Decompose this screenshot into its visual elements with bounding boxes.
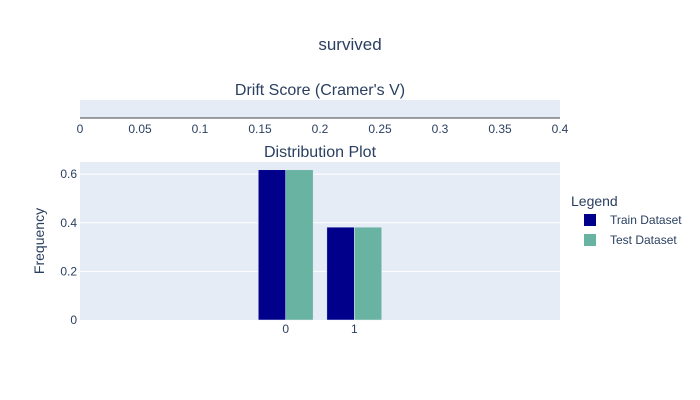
drift-tick-label: 0.25 [368,122,392,136]
bar-test-dataset-0 [285,169,314,321]
legend-item-label[interactable]: Test Dataset [610,233,677,247]
y-tick-label: 0.2 [60,264,77,278]
gridlines [80,173,560,272]
y-tick-labels: 0 0.2 0.4 0.6 [60,167,77,327]
legend-swatch [584,234,596,246]
drift-tick-label: 0.35 [488,122,512,136]
drift-tick-label: 0.3 [432,122,449,136]
bar-test-dataset-1 [354,226,382,321]
drift-plot-area [80,100,560,118]
bar-train-dataset-0 [258,169,286,321]
legend-title: Legend [571,193,618,209]
drift-score-panel: Drift Score (Cramer's V) 0 0.05 0.1 0.15 0.2… [77,82,569,136]
legend-item-label[interactable]: Train Dataset [610,213,682,227]
drift-tick-labels: 0 0.05 0.1 0.15 0.2 0.25 0.3 0.35 0.4 [77,122,569,136]
drift-tick-label: 0.15 [248,122,272,136]
bars [258,169,382,321]
y-tick-label: 0.4 [60,216,77,230]
y-axis-label: Frequency [31,208,47,274]
bar-train-dataset-1 [326,226,355,321]
drift-subtitle: Drift Score (Cramer's V) [235,82,405,99]
distribution-subtitle: Distribution Plot [264,144,377,161]
drift-tick-label: 0.4 [552,122,569,136]
legend: Legend Train Dataset Test Dataset [571,193,682,247]
y-tick-label: 0.6 [60,167,77,181]
distribution-plot-area [80,162,560,320]
x-tick-label: 0 [282,322,289,336]
y-tick-label: 0 [70,313,77,327]
legend-swatch [584,214,596,226]
drift-tick-label: 0 [77,122,84,136]
drift-tick-label: 0.05 [128,122,152,136]
drift-tick-label: 0.1 [192,122,209,136]
drift-tick-label: 0.2 [312,122,329,136]
x-tick-label: 1 [351,322,358,336]
figure-title: survived [318,35,381,54]
